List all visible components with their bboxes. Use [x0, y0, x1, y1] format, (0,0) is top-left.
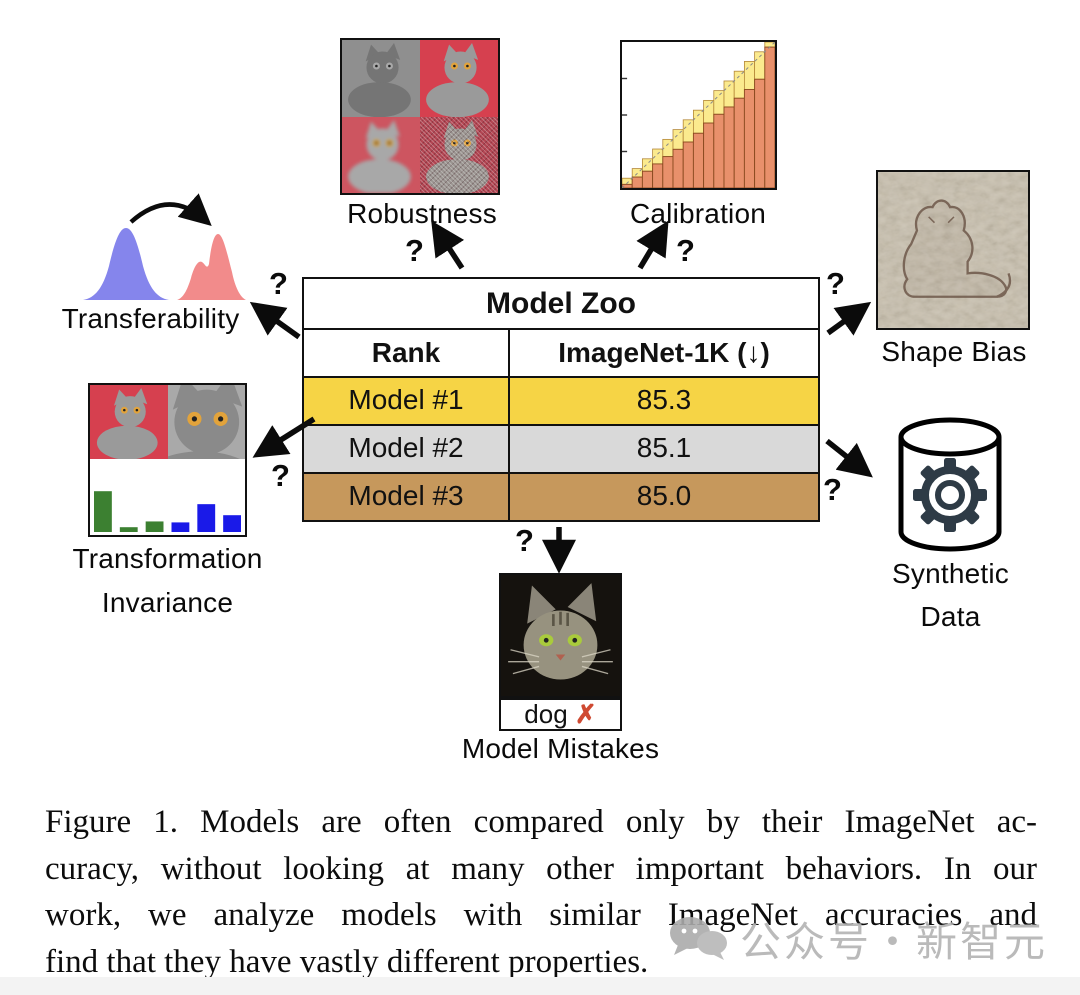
synthetic-data-label: Synthetic Data	[892, 558, 1009, 632]
shape-bias-label: Shape Bias	[881, 336, 1027, 367]
model-rank-cell: Model #2	[304, 426, 510, 472]
robustness-image	[340, 38, 500, 195]
transformation-invariance-image	[88, 383, 247, 537]
model-rank-cell: Model #3	[304, 474, 510, 520]
model-score-cell: 85.0	[636, 480, 692, 511]
question-mark-invariance: ?	[271, 458, 290, 493]
question-mark-calibration: ?	[676, 233, 695, 268]
gear-icon	[913, 458, 987, 532]
question-mark-synthetic-data: ?	[823, 472, 842, 507]
transferability-graphic	[83, 193, 246, 300]
caption-line: work, we analyze models with similar Ima…	[45, 897, 1037, 933]
model-score-cell: 85.3	[636, 384, 692, 415]
target-distribution	[177, 234, 246, 300]
database-icon	[898, 417, 1002, 552]
table-row: Model #1 85.3	[304, 378, 818, 426]
calibration-label: Calibration	[629, 198, 767, 229]
caption-line: find that they have vastly different pro…	[45, 943, 649, 980]
arrow-to-calibration	[636, 220, 669, 270]
column-header-imagenet: ImageNet-1K (↓)	[510, 330, 818, 378]
question-mark-shape-bias: ?	[826, 266, 845, 301]
robustness-tile-blur	[342, 116, 420, 193]
arrow-to-synthetic-data	[825, 438, 873, 478]
transformation-invariance-label: Transformation Invariance	[72, 543, 263, 618]
arrow-to-transferability	[249, 301, 301, 340]
caption-line: Figure 1. Models are often compared only…	[45, 804, 1037, 840]
noise-texture	[420, 116, 498, 193]
robustness-tile-original	[420, 40, 498, 117]
question-mark-transferability: ?	[269, 266, 288, 301]
invariance-tile-zoomed	[167, 385, 245, 459]
caption-line: curacy, without looking at many other im…	[45, 850, 1037, 887]
table-row: Model #3 85.0	[304, 474, 818, 520]
column-header-rank: Rank	[304, 330, 510, 378]
arrow-to-robustness	[431, 220, 465, 270]
model-zoo-table: Model Zoo Rank ImageNet-1K (↓) Model #1 …	[302, 277, 820, 522]
table-row: Model #2 85.1	[304, 426, 818, 474]
transferability-label: Transferability	[61, 303, 240, 334]
watermark-text: 公众号・新智元	[740, 919, 1048, 965]
robustness-label: Robustness	[347, 198, 497, 229]
model-mistakes-label: Model Mistakes	[461, 733, 660, 764]
table-title: Model Zoo	[304, 279, 818, 330]
cat-shape-outline	[902, 199, 1012, 298]
model-score-cell: 85.1	[636, 432, 692, 463]
arrow-to-shape-bias	[826, 301, 872, 336]
invariance-bar-chart	[94, 491, 241, 532]
page-bottom-strip	[0, 977, 1080, 995]
question-mark-robustness: ?	[405, 233, 424, 268]
table-header-row: Rank ImageNet-1K (↓)	[304, 330, 818, 378]
transfer-arrow	[129, 193, 212, 226]
chat-bubbles-icon	[670, 917, 727, 960]
shape-bias-image	[876, 170, 1030, 330]
watermark: 公众号・新智元	[668, 908, 1048, 968]
elephant-skin-texture	[878, 172, 1028, 328]
calibration-chart	[620, 40, 777, 190]
robustness-tile-grayscale	[342, 40, 420, 117]
cross-mark-icon: ✗	[574, 699, 597, 729]
question-mark-model-mistakes: ?	[515, 523, 534, 558]
prediction-label-box: dog ✗	[499, 698, 622, 731]
source-distribution	[83, 228, 169, 300]
model-rank-cell: Model #1	[304, 378, 510, 424]
invariance-tile-full	[90, 385, 168, 459]
figure-caption: Figure 1. Models are often compared only…	[45, 799, 1037, 985]
robustness-tile-noise	[420, 116, 498, 193]
model-mistakes-image	[499, 573, 622, 698]
wrong-prediction: dog	[524, 699, 568, 729]
